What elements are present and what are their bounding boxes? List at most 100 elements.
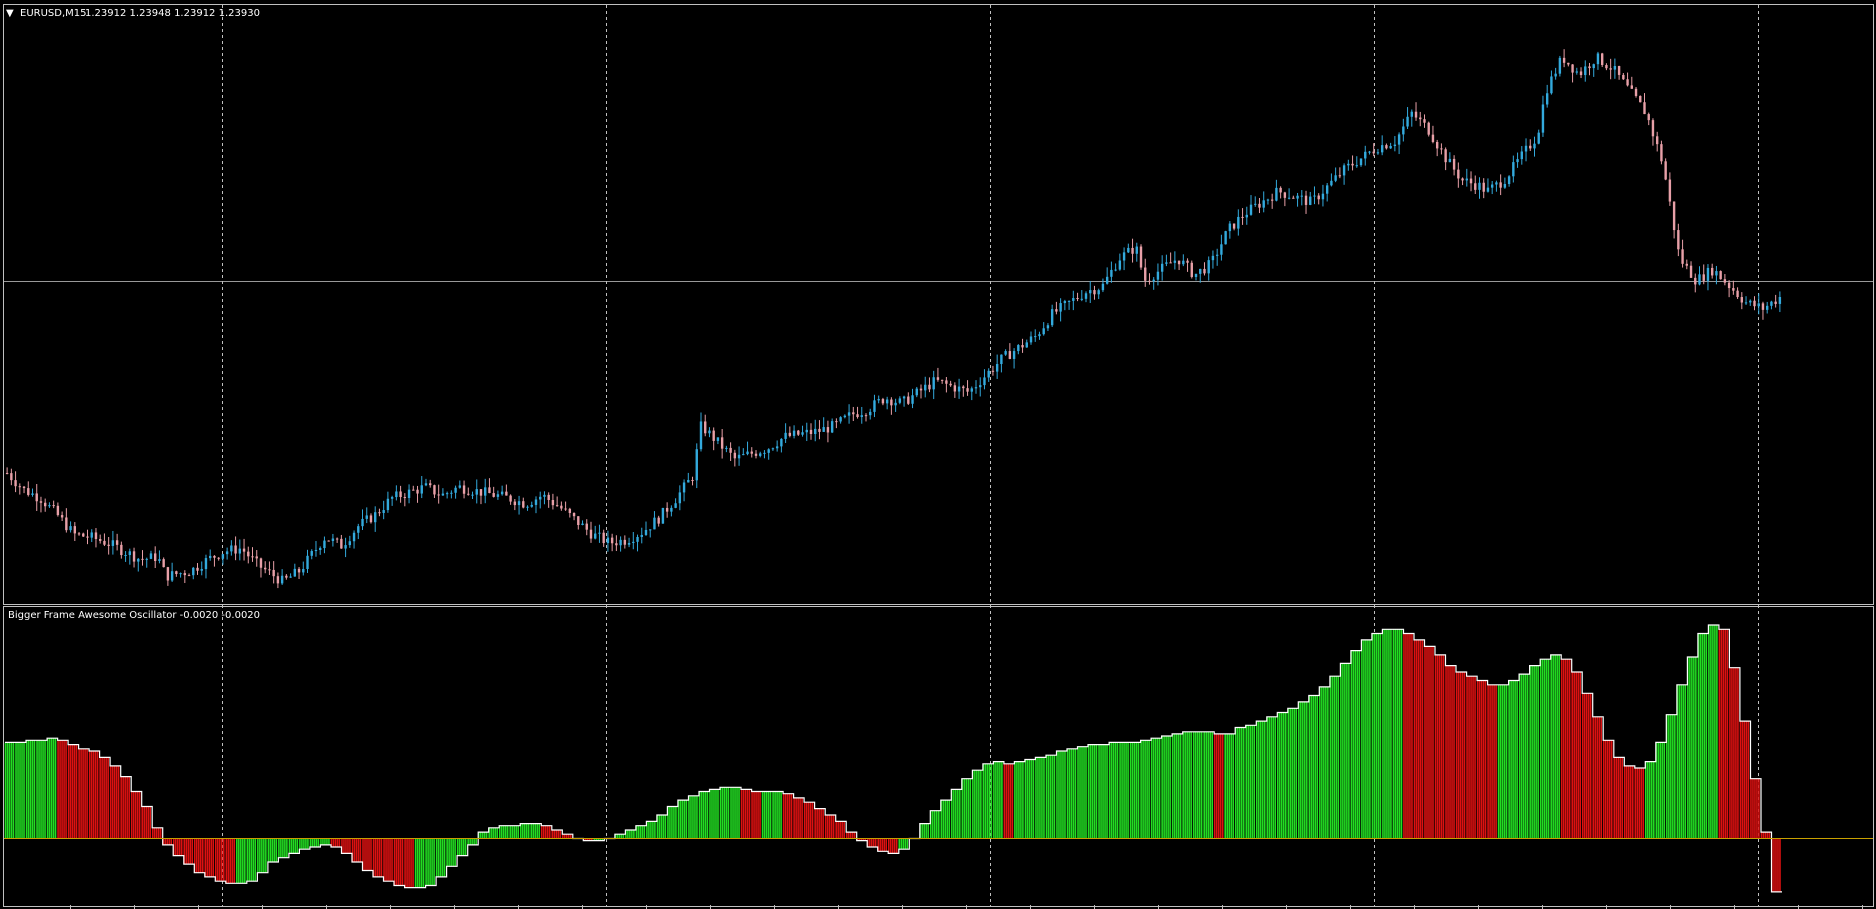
- candle-body: [661, 507, 665, 524]
- candle-body: [788, 432, 792, 436]
- candle-body: [390, 497, 394, 499]
- candle-body: [598, 532, 601, 534]
- candle-body: [1402, 126, 1405, 135]
- candle-body: [1660, 144, 1663, 162]
- candle-body: [602, 532, 605, 544]
- candle-body: [1478, 182, 1481, 190]
- candle-body: [407, 489, 411, 498]
- candle-body: [1220, 244, 1223, 255]
- candle-body: [759, 453, 762, 456]
- candle-body: [894, 402, 897, 406]
- candle-body: [665, 507, 669, 512]
- candle-body: [1567, 62, 1570, 65]
- candle-body: [306, 555, 309, 570]
- candle-body: [1084, 293, 1088, 299]
- candle-body: [1105, 276, 1109, 284]
- candle-body: [467, 493, 470, 495]
- candle-body: [1317, 195, 1320, 200]
- candle-body: [763, 452, 766, 454]
- candle-body: [1770, 301, 1773, 306]
- candle-body: [814, 428, 817, 435]
- candle-body: [14, 480, 17, 487]
- candle-body: [1330, 180, 1333, 186]
- candle-body: [1313, 195, 1316, 197]
- candle-body: [1715, 271, 1718, 276]
- candle-body: [987, 370, 990, 378]
- candle-body: [213, 555, 216, 558]
- candle-body: [1376, 152, 1380, 154]
- candle-body: [445, 493, 449, 495]
- candle-body: [716, 437, 720, 441]
- candle-body: [1347, 163, 1350, 166]
- candle-body: [589, 529, 593, 539]
- candle-body: [1702, 274, 1705, 281]
- candle-body: [1448, 158, 1452, 163]
- candle-body: [1325, 185, 1329, 194]
- candle-body: [1562, 57, 1566, 63]
- candle-body: [1156, 271, 1160, 280]
- candle-body: [792, 430, 796, 436]
- candle-body: [1545, 93, 1549, 105]
- candle-body: [712, 430, 715, 441]
- candle-body: [991, 370, 995, 372]
- candle-body: [1292, 197, 1295, 199]
- candle-body: [416, 489, 419, 494]
- candle-body: [420, 485, 423, 494]
- candle-body: [543, 494, 546, 497]
- candle-body: [437, 494, 440, 496]
- awesome-oscillator-series[interactable]: [4, 624, 1873, 893]
- candle-body: [1228, 223, 1232, 232]
- candle-body: [56, 505, 60, 516]
- candle-body: [462, 485, 466, 494]
- candle-body: [1309, 196, 1312, 205]
- candle-body: [31, 493, 34, 495]
- candle-body: [1110, 269, 1113, 277]
- candle-body: [1397, 134, 1401, 145]
- collapse-icon[interactable]: ▼: [6, 8, 14, 19]
- candle-body: [940, 379, 944, 381]
- candle-body: [1613, 66, 1617, 70]
- candle-body: [230, 545, 233, 552]
- candle-body: [1774, 301, 1777, 304]
- candle-body: [885, 399, 889, 404]
- candle-body: [128, 551, 132, 556]
- candle-body: [818, 428, 821, 432]
- candle-body: [348, 541, 352, 546]
- candle-body: [890, 399, 893, 406]
- candle-body: [479, 489, 483, 496]
- candle-body: [1385, 145, 1388, 149]
- candle-body: [424, 483, 428, 486]
- candle-body: [1575, 71, 1578, 73]
- indicator-title: Bigger Frame Awesome Oscillator -0.0020 …: [8, 610, 260, 621]
- candle-body: [1334, 175, 1337, 181]
- candle-body: [276, 576, 280, 584]
- candle-body: [1465, 178, 1468, 181]
- candle-body: [687, 479, 690, 483]
- candle-body: [750, 451, 753, 454]
- candle-body: [323, 540, 326, 549]
- candle-body: [1152, 279, 1155, 282]
- candle-body: [496, 494, 500, 497]
- candle-body: [881, 399, 885, 404]
- candle-body: [268, 569, 271, 571]
- candle-body: [725, 447, 728, 449]
- candle-body: [1533, 143, 1536, 149]
- candle-body: [1512, 162, 1515, 177]
- candle-body: [1008, 351, 1012, 359]
- candle-body: [1647, 114, 1650, 121]
- candlestick-series[interactable]: [5, 49, 1782, 589]
- candle-body: [1520, 151, 1523, 160]
- candle-body: [1211, 255, 1215, 261]
- candle-body: [107, 544, 110, 546]
- candle-body: [90, 532, 93, 538]
- candle-body: [919, 388, 923, 391]
- candle-body: [280, 575, 284, 584]
- candle-body: [1144, 267, 1147, 281]
- candle-body: [864, 415, 868, 417]
- candle-body: [27, 488, 30, 495]
- candle-body: [1664, 161, 1667, 180]
- candle-body: [1584, 66, 1587, 76]
- candle-body: [1736, 290, 1739, 298]
- candle-body: [780, 438, 783, 447]
